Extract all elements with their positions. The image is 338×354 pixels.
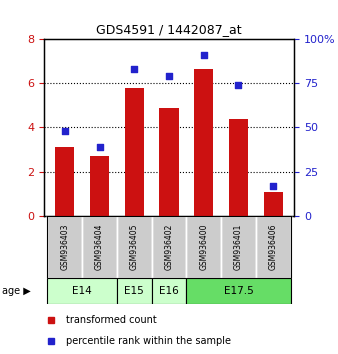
Bar xyxy=(90,156,109,216)
Bar xyxy=(47,216,82,278)
Bar xyxy=(125,88,144,216)
Text: GSM936405: GSM936405 xyxy=(130,224,139,270)
Text: E14: E14 xyxy=(72,286,92,296)
Title: GDS4591 / 1442087_at: GDS4591 / 1442087_at xyxy=(96,23,242,36)
Bar xyxy=(82,216,117,278)
Text: GSM936403: GSM936403 xyxy=(60,224,69,270)
Bar xyxy=(264,192,283,216)
Bar xyxy=(55,147,74,216)
Bar xyxy=(117,216,152,278)
Text: age ▶: age ▶ xyxy=(2,286,30,296)
Bar xyxy=(229,119,248,216)
Bar xyxy=(256,216,291,278)
Bar xyxy=(160,108,178,216)
Bar xyxy=(194,69,213,216)
Point xyxy=(131,66,137,72)
Text: percentile rank within the sample: percentile rank within the sample xyxy=(67,336,232,346)
Text: E16: E16 xyxy=(159,286,179,296)
Point xyxy=(62,128,68,134)
Text: GSM936401: GSM936401 xyxy=(234,224,243,270)
Bar xyxy=(152,278,186,304)
Point xyxy=(201,52,207,58)
Bar xyxy=(152,216,186,278)
Text: GSM936406: GSM936406 xyxy=(269,224,278,270)
Text: E17.5: E17.5 xyxy=(224,286,254,296)
Point xyxy=(270,183,276,189)
Bar xyxy=(186,216,221,278)
Bar xyxy=(117,278,152,304)
Bar xyxy=(47,278,117,304)
Point xyxy=(236,82,241,88)
Text: GSM936404: GSM936404 xyxy=(95,224,104,270)
Bar xyxy=(221,216,256,278)
Point xyxy=(166,73,172,79)
Point xyxy=(97,144,102,150)
Text: transformed count: transformed count xyxy=(67,315,157,325)
Text: E15: E15 xyxy=(124,286,144,296)
Text: GSM936402: GSM936402 xyxy=(165,224,173,270)
Text: GSM936400: GSM936400 xyxy=(199,224,208,270)
Bar xyxy=(186,278,291,304)
